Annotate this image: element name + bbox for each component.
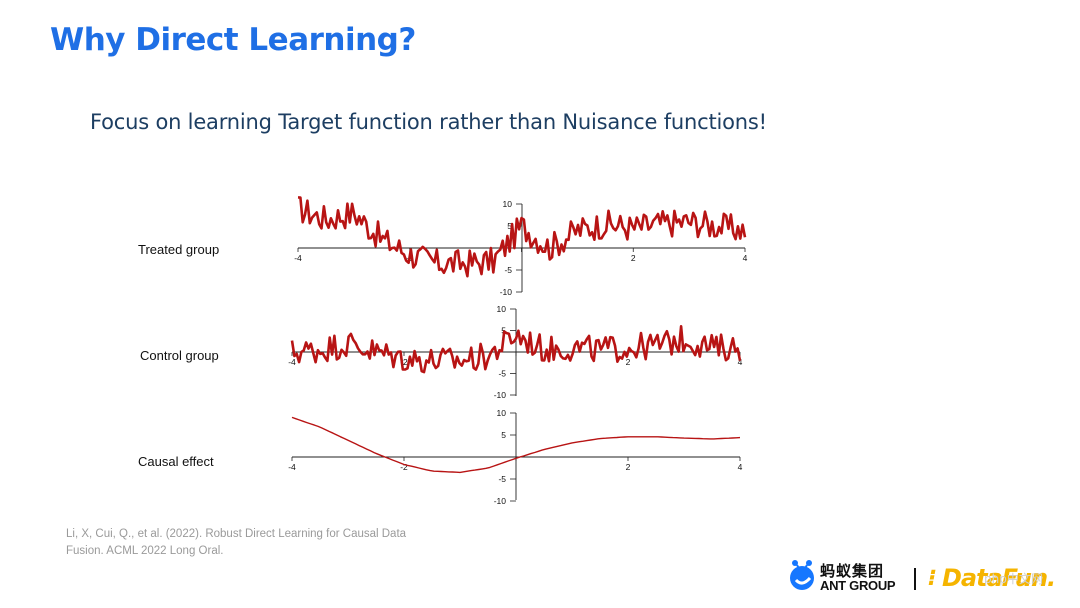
citation: Li, X, Cui, Q., et al. (2022). Robust Di… [66, 528, 407, 557]
datafun-text: DataFun. [942, 564, 1056, 592]
treated-group-series-line [297, 196, 747, 278]
treated-group-y-tick-label: 10 [503, 199, 513, 209]
control-group-label: Control group [140, 348, 219, 363]
control-group-x-tick-label: -4 [288, 357, 296, 367]
causal-effect-y-tick-label: -10 [494, 496, 507, 506]
treated-group-x-tick-label: 2 [631, 253, 636, 263]
treated-group-y-tick-label: -5 [504, 265, 512, 275]
control-group-y-tick-label: -5 [498, 369, 506, 379]
watermark: php中文网 [984, 572, 1043, 586]
treated-group-label: Treated group [138, 242, 220, 257]
causal-effect-x-tick-label: -2 [400, 462, 408, 472]
slide-subtitle: Focus on learning Target function rather… [90, 110, 767, 134]
slide-title: Why Direct Learning? [50, 22, 416, 58]
causal-effect-x-tick-label: 4 [738, 462, 743, 472]
control-group-y-tick-label: 10 [497, 304, 507, 314]
treated-group-y-tick-label: 5 [507, 221, 512, 231]
treated-group-y-tick-label: -10 [500, 287, 513, 297]
control-group-y-tick-label: -10 [494, 390, 507, 400]
causal-effect-label: Causal effect [138, 454, 214, 469]
causal-effect-x-tick-label: -4 [288, 462, 296, 472]
treated-group-x-tick-label: -4 [294, 253, 302, 263]
causal-effect-y-tick-label: 5 [501, 430, 506, 440]
causal-effect-y-tick-label: 10 [497, 408, 507, 418]
ant-group-logo: 蚂蚁集团 ANT GROUP [786, 556, 906, 596]
ant-group-en-text: ANT GROUP [820, 578, 896, 593]
ant-icon [790, 560, 814, 590]
causal-effect-x-tick-label: 2 [626, 462, 631, 472]
control-group-series-line [290, 325, 742, 374]
control-group-x-tick-label: 4 [738, 357, 743, 367]
datafun-mark-icon: ⁝ [928, 566, 937, 591]
control-group-x-tick-label: 2 [626, 357, 631, 367]
ant-group-cn-text: 蚂蚁集团 [820, 562, 885, 580]
datafun-logo: ⁝ DataFun. php中文网 [928, 562, 1068, 596]
causal-effect-y-tick-label: -5 [498, 474, 506, 484]
causal-effect-series-line [291, 416, 741, 474]
treated-group-x-tick-label: 4 [743, 253, 748, 263]
control-group-x-tick-label: -2 [400, 357, 408, 367]
logo-divider [914, 568, 916, 590]
